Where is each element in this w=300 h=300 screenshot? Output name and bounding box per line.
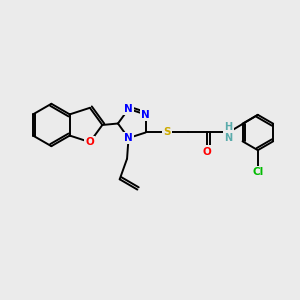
- Text: S: S: [163, 128, 171, 137]
- Text: H
N: H N: [224, 122, 232, 143]
- Text: N: N: [124, 133, 133, 143]
- Text: O: O: [85, 137, 94, 147]
- Text: N: N: [141, 110, 150, 119]
- Text: Cl: Cl: [252, 167, 263, 177]
- Text: N: N: [124, 104, 133, 114]
- Text: O: O: [203, 147, 212, 157]
